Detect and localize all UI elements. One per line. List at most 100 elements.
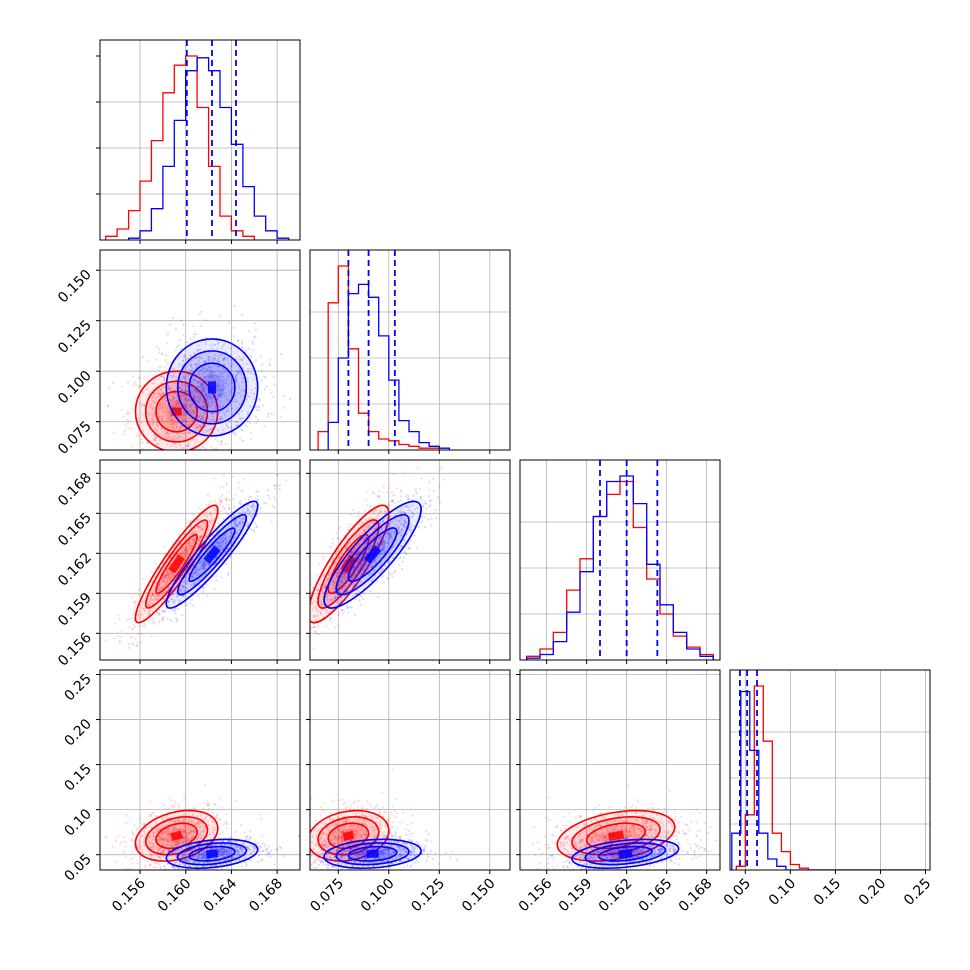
scatter-point [147, 612, 150, 615]
scatter-point [171, 419, 174, 422]
scatter-point [204, 564, 207, 567]
scatter-point [136, 612, 140, 615]
scatter-point [150, 417, 153, 420]
scatter-point [429, 500, 432, 503]
scatter-point [217, 541, 220, 544]
scatter-point [303, 624, 305, 626]
scatter-point [151, 812, 154, 815]
scatter-point [206, 528, 209, 532]
scatter-point [189, 532, 192, 535]
scatter-point [180, 384, 184, 387]
scatter-point [117, 634, 120, 638]
scatter-point [163, 379, 166, 382]
scatter-point [147, 614, 151, 617]
scatter-point [201, 373, 204, 376]
scatter-point [166, 570, 169, 573]
scatter-point [125, 814, 128, 817]
scatter-point [159, 393, 162, 396]
scatter-point [188, 368, 192, 371]
scatter-point [182, 377, 185, 380]
scatter-point [327, 573, 330, 577]
scatter-point [203, 361, 206, 364]
scatter-point [131, 641, 134, 644]
scatter-point [123, 433, 126, 436]
scatter-point [376, 494, 379, 497]
scatter-point [210, 347, 213, 350]
scatter-point [407, 546, 410, 550]
scatter-point [231, 362, 234, 365]
axes-frame [309, 249, 511, 451]
scatter-point [161, 406, 164, 409]
scatter-point [190, 547, 193, 551]
scatter-point [205, 534, 208, 538]
scatter-point [226, 513, 230, 516]
scatter-point [202, 590, 205, 594]
scatter-point [213, 370, 216, 373]
scatter-point [151, 407, 154, 410]
scatter-point [421, 502, 424, 505]
scatter-point [191, 402, 194, 405]
scatter-point [225, 536, 228, 539]
scatter-point [227, 399, 230, 402]
scatter-point [210, 375, 213, 378]
scatter-point [195, 573, 198, 576]
scatter-point [199, 390, 202, 393]
scatter-point [194, 537, 197, 540]
scatter-point [254, 415, 257, 418]
scatter-point [189, 337, 192, 340]
scatter-point [180, 381, 183, 384]
scatter-point [234, 521, 237, 524]
scatter-point [174, 588, 177, 591]
scatter-point [165, 431, 168, 434]
scatter-point [222, 378, 225, 381]
scatter-point [172, 574, 175, 577]
scatter-point [194, 582, 197, 585]
scatter-point [196, 571, 199, 574]
scatter-point [161, 405, 164, 408]
scatter-point [122, 415, 125, 418]
scatter-point [219, 394, 222, 397]
scatter-point [180, 388, 183, 391]
scatter-point [225, 423, 228, 426]
scatter-point [211, 519, 215, 522]
scatter-point [241, 509, 244, 512]
y-tick-label: 0.165 [55, 510, 95, 550]
scatter-point [189, 519, 192, 522]
scatter-point [225, 554, 229, 557]
scatter-point [161, 603, 164, 606]
scatter-point [178, 388, 181, 391]
scatter-point [176, 402, 179, 405]
scatter-point [171, 799, 174, 802]
scatter-point [181, 363, 184, 366]
scatter-point [223, 533, 226, 536]
scatter-point [241, 347, 244, 350]
scatter-point [136, 435, 139, 438]
scatter-point [183, 378, 186, 381]
scatter-point [188, 417, 191, 420]
scatter-point [168, 433, 171, 436]
scatter-point [169, 435, 172, 439]
scatter-point [228, 491, 231, 494]
scatter-point [175, 465, 177, 467]
scatter-point [204, 562, 207, 565]
scatter-point [194, 388, 197, 391]
scatter-point [157, 614, 160, 617]
scatter-point [186, 546, 189, 550]
scatter-point [195, 380, 198, 383]
scatter-point [165, 334, 168, 337]
scatter-point [159, 586, 162, 589]
scatter-point [194, 426, 197, 429]
scatter-point [171, 426, 174, 429]
scatter-point [204, 399, 207, 402]
scatter-point [226, 409, 229, 412]
scatter-point [317, 563, 321, 566]
scatter-point [229, 347, 232, 350]
scatter-point [169, 415, 172, 418]
scatter-point [252, 512, 255, 515]
scatter-point [172, 589, 175, 592]
scatter-point [218, 375, 222, 378]
scatter-point [219, 500, 223, 503]
scatter-point [209, 500, 212, 503]
scatter-point [234, 523, 237, 526]
scatter-point [211, 359, 214, 362]
